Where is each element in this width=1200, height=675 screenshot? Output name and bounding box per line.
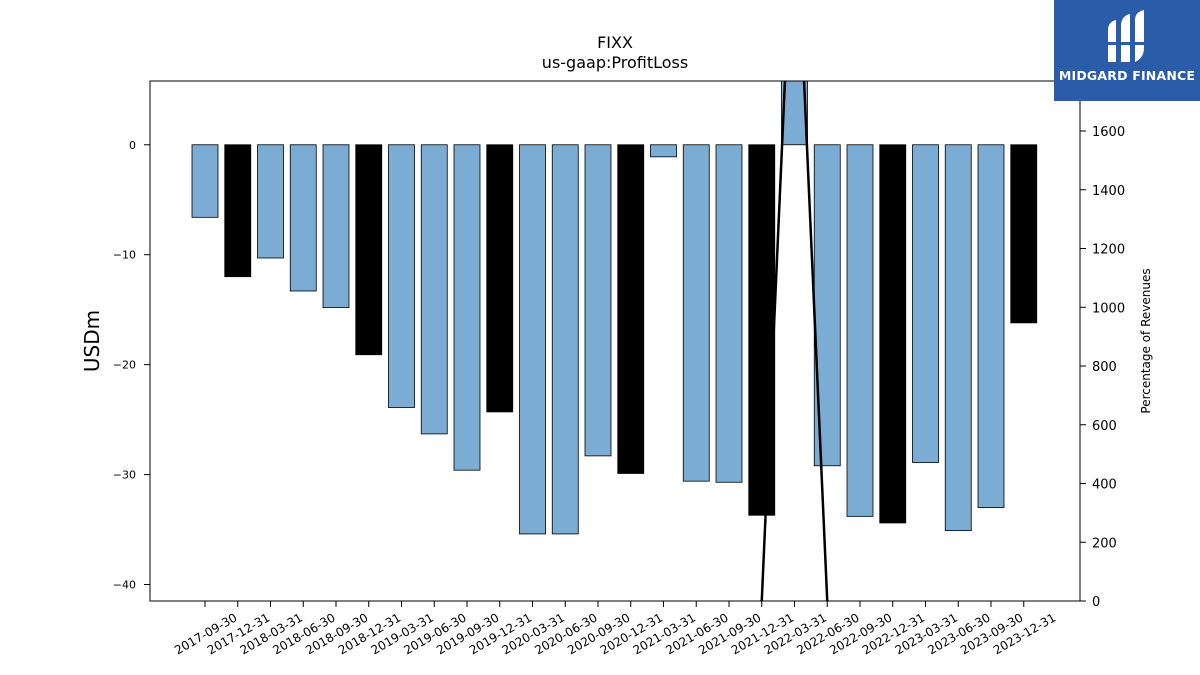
bar-2022-03-31 xyxy=(781,81,808,146)
midgard-m-logo-icon xyxy=(1106,10,1146,62)
bar-2019-06-30 xyxy=(420,144,448,435)
y2-tick-label: 800 xyxy=(1092,360,1117,375)
bar-2021-09-30 xyxy=(715,144,743,483)
bar-2023-06-30 xyxy=(944,144,972,532)
y2-tick-label: 1600 xyxy=(1092,125,1125,140)
bar-2020-06-30 xyxy=(551,144,579,535)
brand-name: MIDGARD FINANCE xyxy=(1058,68,1196,83)
bar-2020-09-30 xyxy=(584,144,612,457)
bar-2020-03-31 xyxy=(519,144,546,535)
bar-2022-12-31 xyxy=(879,144,907,524)
bar-2018-09-30 xyxy=(322,144,350,308)
y-tick-label: −40 xyxy=(113,579,136,592)
y-tick-label: −20 xyxy=(113,359,136,372)
bar-2022-09-30 xyxy=(846,144,874,517)
y2-tick-label: 1400 xyxy=(1092,184,1125,199)
y2-axis-label: Percentage of Revenues xyxy=(1139,268,1153,413)
bar-2017-12-31 xyxy=(224,144,252,278)
y-axis-label: USDm xyxy=(80,310,104,372)
bar-2018-12-31 xyxy=(355,144,383,356)
chart-title: FIXX xyxy=(597,33,633,52)
y2-tick-label: 600 xyxy=(1092,419,1117,434)
y2-tick-label: 1000 xyxy=(1092,301,1125,316)
bar-2020-12-31 xyxy=(617,144,645,474)
bar-2019-09-30 xyxy=(453,144,481,471)
bar-2018-03-31 xyxy=(257,144,284,259)
y2-tick-label: 200 xyxy=(1092,536,1117,551)
bar-2019-12-31 xyxy=(486,144,514,413)
bar-2023-03-31 xyxy=(912,144,939,463)
y-tick-label: −10 xyxy=(113,249,136,262)
bar-2019-03-31 xyxy=(388,144,415,408)
chart-subtitle: us-gaap:ProfitLoss xyxy=(542,53,688,72)
brand-logo: MIDGARD FINANCE xyxy=(1054,0,1200,101)
y2-tick-label: 1200 xyxy=(1092,243,1125,258)
y2-tick-label: 400 xyxy=(1092,478,1117,493)
y-axis-left: 0 −10 −20 −30 −40 xyxy=(113,139,150,592)
y-tick-label: 0 xyxy=(129,139,136,152)
y-tick-label: −30 xyxy=(113,469,136,482)
x-axis: 2017-09-302017-12-312018-03-312018-06-30… xyxy=(172,601,1058,657)
bar-2018-06-30 xyxy=(289,144,317,292)
plot-frame xyxy=(149,80,1081,602)
bar-2021-03-31 xyxy=(650,144,677,158)
bar-2023-12-31 xyxy=(1010,144,1038,324)
y2-tick-label: 0 xyxy=(1092,595,1100,610)
y-axis-right: 0 200 400 600 800 1000 1200 1400 1600 xyxy=(1080,125,1125,610)
bar-2021-06-30 xyxy=(682,144,710,482)
bar-series xyxy=(191,81,1038,535)
bar-2023-09-30 xyxy=(977,144,1005,508)
bar-2021-12-31 xyxy=(748,144,776,516)
bar-2017-09-30 xyxy=(191,144,219,218)
